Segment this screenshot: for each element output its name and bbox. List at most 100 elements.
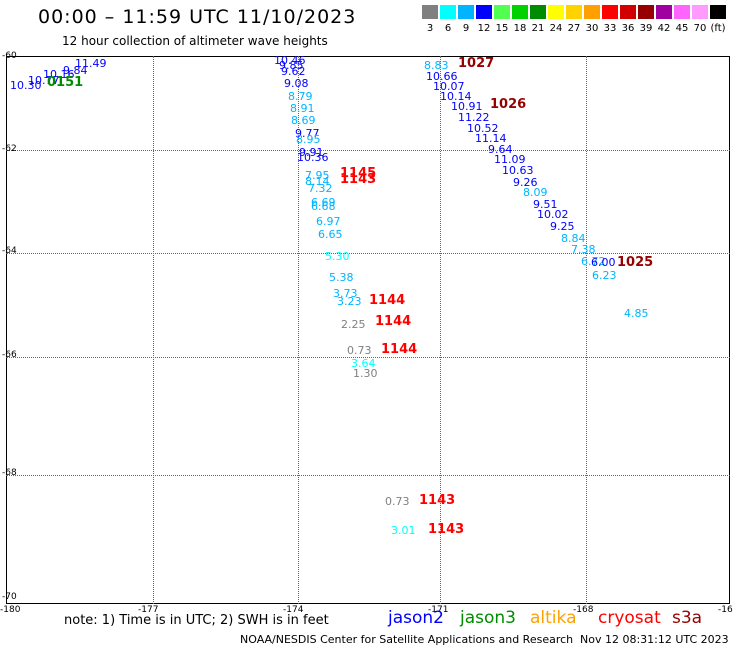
scale-label: 21	[531, 23, 545, 34]
scale-swatch	[530, 5, 546, 19]
scale-label: 6	[444, 23, 452, 34]
lon-label: -174	[283, 605, 304, 615]
scale-label: 18	[513, 23, 527, 34]
map-subtitle: 12 hour collection of altimeter wave hei…	[62, 34, 328, 48]
wave-height-value: 10.63	[502, 164, 534, 177]
wave-height-value: 3.23	[337, 295, 362, 308]
wave-height-value: 9.91	[299, 146, 324, 159]
wave-height-value: 8.83	[424, 59, 449, 72]
credit-text: NOAA/NESDIS Center for Satellite Applica…	[240, 633, 574, 646]
wave-height-value: 9.26	[513, 176, 538, 189]
wave-height-value: 6.97	[316, 215, 341, 228]
scale-label: (ft)	[710, 23, 726, 34]
parallel-line	[6, 253, 730, 254]
wave-height-value: 8.79	[288, 90, 313, 103]
wave-height-value: 8.09	[523, 186, 548, 199]
wave-height-value: 6.00	[591, 256, 616, 269]
mission-name: s3a	[672, 608, 703, 628]
parallel-line	[6, 150, 730, 151]
wave-height-value: 9.25	[550, 220, 575, 233]
scale-swatch	[584, 5, 600, 19]
pass-time-label: 1143	[419, 493, 456, 508]
scale-swatch	[620, 5, 636, 19]
mission-name: jason2	[388, 608, 444, 628]
scale-label: 45	[675, 23, 689, 34]
wave-height-value: 11.22	[458, 111, 490, 124]
meridian-line	[586, 56, 587, 604]
wave-height-value: 9.51	[533, 198, 558, 211]
scale-swatch	[512, 5, 528, 19]
wave-height-value: 6.72	[581, 255, 606, 268]
wave-height-value: 10.07	[433, 80, 465, 93]
mission-name: cryosat	[598, 608, 661, 628]
wave-height-value: 0.73	[347, 344, 372, 357]
wave-height-value: 4.85	[624, 307, 649, 320]
wave-height-value: 7.38	[571, 243, 596, 256]
wave-height-value: 10.46	[274, 54, 306, 67]
wave-height-value: 10.30	[10, 79, 42, 92]
footer-note: note: 1) Time is in UTC; 2) SWH is in fe…	[64, 613, 329, 628]
parallel-line	[6, 357, 730, 358]
wave-height-value: 9.77	[295, 127, 320, 140]
wave-height-value: 6.65	[318, 228, 343, 241]
wave-height-value: 11.14	[475, 132, 507, 145]
wave-height-value: 8.14	[305, 175, 330, 188]
wave-height-value: 10.02	[537, 208, 569, 221]
pass-time-label: 1144	[375, 314, 412, 329]
lat-label: -62	[2, 144, 17, 154]
mission-name: jason3	[460, 608, 516, 628]
wave-height-value: 3.64	[351, 357, 376, 370]
scale-label: 70	[693, 23, 707, 34]
wave-height-value: 7.32	[308, 182, 333, 195]
scale-swatch	[440, 5, 456, 19]
scale-swatch	[710, 5, 726, 19]
scale-swatch	[548, 5, 564, 19]
lon-label: -16	[718, 605, 733, 615]
scale-label: 36	[621, 23, 635, 34]
timestamp-text: Nov 12 08:31:12 UTC 2023	[580, 633, 729, 646]
wave-height-value: 10.77	[28, 74, 60, 87]
pass-time-label: 1143	[340, 172, 377, 187]
pass-time-label: 1144	[369, 293, 406, 308]
lat-label: -70	[2, 592, 17, 602]
wave-height-value: 11.09	[494, 153, 526, 166]
scale-label: 15	[495, 23, 509, 34]
wave-height-value: 2.25	[341, 318, 366, 331]
scale-label: 3	[426, 23, 434, 34]
wave-height-value: 8.91	[290, 102, 315, 115]
wave-height-value: 8.84	[561, 232, 586, 245]
wave-height-value: 3.01	[391, 524, 416, 537]
parallel-line	[6, 475, 730, 476]
wave-height-value: 0.73	[385, 495, 410, 508]
wave-height-value: 1.30	[353, 367, 378, 380]
scale-swatch	[494, 5, 510, 19]
lat-label: -60	[2, 51, 17, 61]
scale-label: 33	[603, 23, 617, 34]
wave-height-value: 10.66	[426, 70, 458, 83]
wave-height-value: 10.36	[297, 151, 329, 164]
wave-height-value: 9.62	[281, 65, 306, 78]
meridian-line	[440, 56, 441, 604]
scale-swatch	[638, 5, 654, 19]
pass-time-label: 1145	[340, 166, 377, 181]
lon-label: -177	[138, 605, 159, 615]
wave-height-value: 9.08	[284, 77, 309, 90]
map-frame	[6, 56, 730, 604]
scale-swatch	[674, 5, 690, 19]
wave-height-value: 10.14	[440, 90, 472, 103]
scale-swatch	[566, 5, 582, 19]
wave-height-value: 10.16	[43, 68, 75, 81]
mission-name: altika	[530, 608, 577, 628]
wave-height-value: 10.52	[467, 122, 499, 135]
wave-height-value: 8.69	[291, 114, 316, 127]
scale-label: 39	[639, 23, 653, 34]
lat-label: -64	[2, 246, 17, 256]
pass-time-label: 1144	[381, 342, 418, 357]
scale-label: 30	[585, 23, 599, 34]
pass-time-label: 1025	[617, 255, 654, 270]
wave-height-value: 11.49	[75, 57, 107, 70]
scale-label: 12	[477, 23, 491, 34]
scale-swatch	[656, 5, 672, 19]
scale-swatch	[602, 5, 618, 19]
scale-label: 27	[567, 23, 581, 34]
